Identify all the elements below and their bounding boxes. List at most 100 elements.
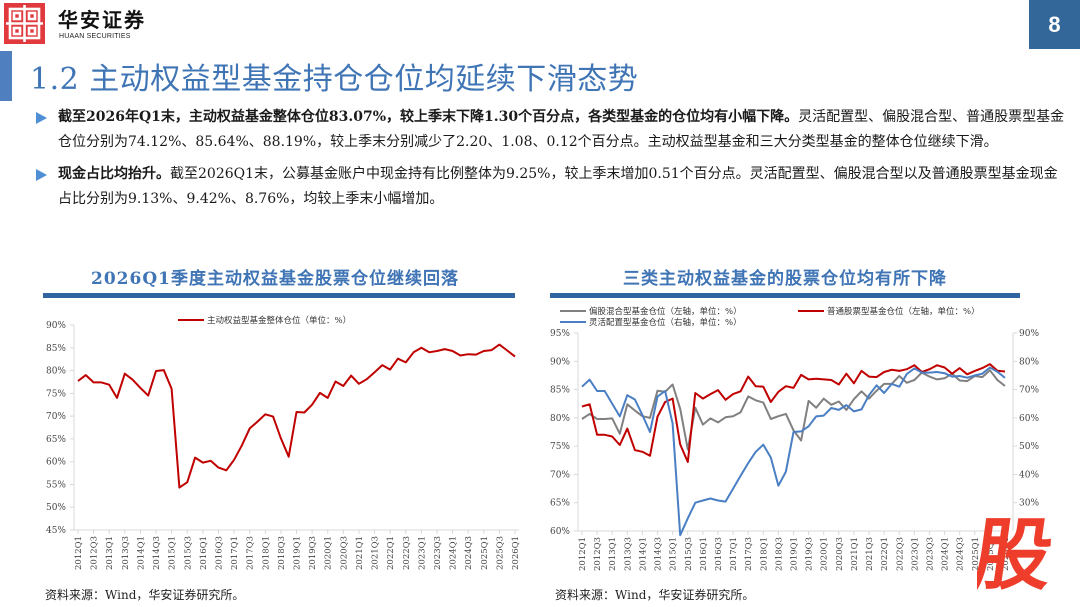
- bullet-bold-text: 现金占比均抬升。: [58, 166, 170, 182]
- svg-text:2020Q3: 2020Q3: [339, 536, 349, 570]
- svg-text:2015Q1: 2015Q1: [669, 537, 679, 571]
- svg-text:2022Q3: 2022Q3: [402, 536, 412, 570]
- left-chart-title-rule: [43, 293, 515, 298]
- svg-text:2016Q3: 2016Q3: [214, 536, 224, 570]
- huaan-logo: [4, 3, 45, 44]
- svg-text:60%: 60%: [550, 527, 570, 537]
- svg-text:2018Q1: 2018Q1: [261, 536, 271, 570]
- svg-text:2017Q3: 2017Q3: [246, 536, 256, 570]
- svg-text:2018Q3: 2018Q3: [277, 536, 287, 570]
- svg-text:2013Q1: 2013Q1: [608, 537, 618, 571]
- svg-text:2014Q1: 2014Q1: [136, 536, 146, 570]
- svg-text:60%: 60%: [46, 458, 66, 468]
- svg-text:2017Q3: 2017Q3: [744, 537, 754, 571]
- svg-text:30%: 30%: [1019, 499, 1039, 509]
- svg-text:2025Q3: 2025Q3: [986, 537, 996, 571]
- svg-text:80%: 80%: [550, 414, 570, 424]
- svg-text:2025Q1: 2025Q1: [971, 537, 981, 571]
- svg-text:2020Q1: 2020Q1: [820, 537, 830, 571]
- bullet-text: 截至2026Q1末，公募基金账户中现金持有比例整体为9.25%，较上季末增加0.…: [58, 166, 1058, 207]
- svg-text:90%: 90%: [1019, 329, 1039, 339]
- svg-text:2022Q1: 2022Q1: [386, 536, 396, 570]
- svg-text:2019Q3: 2019Q3: [805, 537, 815, 571]
- svg-text:2021Q1: 2021Q1: [850, 537, 860, 571]
- svg-text:灵活配置型基金仓位（右轴，单位：%）: 灵活配置型基金仓位（右轴，单位：%）: [589, 317, 742, 328]
- svg-text:85%: 85%: [550, 386, 570, 396]
- svg-text:2013Q1: 2013Q1: [105, 536, 115, 570]
- svg-text:2024Q1: 2024Q1: [941, 537, 951, 571]
- svg-text:2022Q1: 2022Q1: [880, 537, 890, 571]
- svg-text:股: 股: [977, 512, 1058, 590]
- svg-text:90%: 90%: [46, 321, 66, 331]
- brand-name-en: HUAAN SECURITIES: [59, 33, 131, 40]
- svg-text:45%: 45%: [46, 526, 66, 536]
- svg-text:85%: 85%: [46, 344, 66, 354]
- svg-text:75%: 75%: [46, 389, 66, 399]
- svg-text:2012Q1: 2012Q1: [578, 537, 588, 571]
- svg-text:80%: 80%: [46, 367, 66, 377]
- svg-text:50%: 50%: [1019, 442, 1039, 452]
- svg-text:主动权益型基金整体仓位（单位：%）: 主动权益型基金整体仓位（单位：%）: [207, 315, 351, 326]
- left-line-chart: 45% 50% 55% 60% 65% 70% 75% 80% 85% 90% 2012Q1 2012…: [46, 315, 521, 570]
- svg-text:2015Q3: 2015Q3: [183, 536, 193, 570]
- svg-text:2022Q3: 2022Q3: [895, 537, 905, 571]
- logo-icon: [4, 3, 45, 44]
- svg-text:2023Q1: 2023Q1: [910, 537, 920, 571]
- brand-name-cn: 华安证券: [58, 8, 146, 32]
- page-number-badge: 8: [1029, 0, 1080, 49]
- series-line: [77, 343, 516, 489]
- svg-text:95%: 95%: [550, 329, 570, 339]
- svg-text:2024Q3: 2024Q3: [956, 537, 966, 571]
- left-source-note: 资料来源：Wind，华安证券研究所。: [45, 588, 245, 602]
- svg-text:2014Q3: 2014Q3: [152, 536, 162, 570]
- svg-text:2021Q3: 2021Q3: [371, 536, 381, 570]
- svg-text:70%: 70%: [46, 412, 66, 422]
- right-chart-title-rule: [550, 293, 1020, 298]
- svg-text:2025Q3: 2025Q3: [495, 536, 505, 570]
- svg-text:55%: 55%: [46, 480, 66, 490]
- svg-text:2014Q3: 2014Q3: [654, 537, 664, 571]
- svg-text:2021Q3: 2021Q3: [865, 537, 875, 571]
- svg-text:70%: 70%: [1019, 386, 1039, 396]
- svg-text:偏股混合型基金仓位（左轴，单位：%）: 偏股混合型基金仓位（左轴，单位：%）: [589, 306, 742, 317]
- svg-text:2026Q1: 2026Q1: [511, 536, 521, 570]
- svg-text:2013Q3: 2013Q3: [623, 537, 633, 571]
- svg-text:65%: 65%: [46, 435, 66, 445]
- right-source-note: 资料来源：Wind，华安证券研究所。: [555, 588, 755, 602]
- svg-text:70%: 70%: [550, 470, 570, 480]
- bullet-text: 灵活配置型、偏股混合型、普通股票型基金仓位分别为74.12%、85.64%、88…: [58, 109, 1065, 150]
- svg-text:2026Q1: 2026Q1: [1001, 537, 1011, 571]
- svg-text:2017Q1: 2017Q1: [230, 536, 240, 570]
- bullet-bold-text: 截至2026年Q1末，主动权益基金整体仓位83.07%，较上季末下降1.30个百…: [58, 109, 799, 125]
- svg-text:2015Q3: 2015Q3: [684, 537, 694, 571]
- svg-text:2023Q3: 2023Q3: [925, 537, 935, 571]
- svg-text:60%: 60%: [1019, 414, 1039, 424]
- svg-text:2023Q3: 2023Q3: [433, 536, 443, 570]
- svg-text:2020Q3: 2020Q3: [835, 537, 845, 571]
- summary-bullets: 截至2026年Q1末，主动权益基金整体仓位83.07%，较上季末下降1.30个百…: [36, 105, 1066, 219]
- svg-text:2012Q3: 2012Q3: [90, 536, 100, 570]
- bullet-item: 现金占比均抬升。截至2026Q1末，公募基金账户中现金持有比例整体为9.25%，…: [36, 162, 1066, 212]
- svg-text:2024Q3: 2024Q3: [464, 536, 474, 570]
- left-chart-title: 2026Q1季度主动权益基金股票仓位继续回落: [91, 269, 459, 289]
- svg-text:2013Q3: 2013Q3: [121, 536, 131, 570]
- right-chart-title: 三类主动权益基金的股票仓位均有所下降: [623, 269, 947, 289]
- right-line-chart: 60% 65% 70% 75% 80% 85% 90% 95% 30% 40% 50% 60% 70% 8…: [550, 306, 1039, 571]
- page-title: 1.2 主动权益型基金持仓仓位均延续下滑态势: [30, 62, 639, 97]
- series-line: [581, 363, 1006, 463]
- series-line: [581, 369, 1006, 451]
- bullet-item: 截至2026年Q1末，主动权益基金整体仓位83.07%，较上季末下降1.30个百…: [36, 105, 1066, 155]
- svg-text:普通股票型基金仓位（左轴，单位：%）: 普通股票型基金仓位（左轴，单位：%）: [827, 306, 980, 317]
- title-accent-bar: [0, 51, 12, 101]
- svg-text:2016Q1: 2016Q1: [199, 536, 209, 570]
- svg-text:2021Q1: 2021Q1: [355, 536, 365, 570]
- svg-text:2020Q1: 2020Q1: [324, 536, 334, 570]
- svg-text:40%: 40%: [1019, 470, 1039, 480]
- svg-text:2019Q3: 2019Q3: [308, 536, 318, 570]
- arrow-bullet-icon: [36, 169, 47, 181]
- svg-text:65%: 65%: [550, 499, 570, 509]
- svg-text:2023Q1: 2023Q1: [417, 536, 427, 570]
- svg-text:75%: 75%: [550, 442, 570, 452]
- svg-text:2024Q1: 2024Q1: [449, 536, 459, 570]
- svg-text:80%: 80%: [1019, 357, 1039, 367]
